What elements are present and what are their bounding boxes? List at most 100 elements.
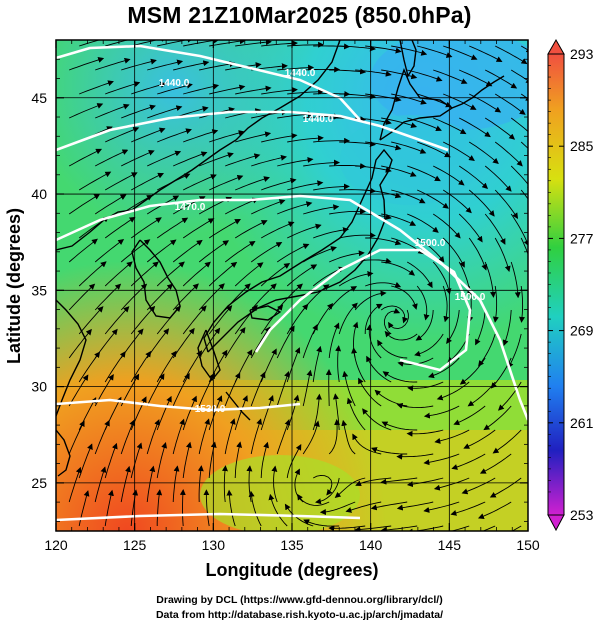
streamline [235,176,270,191]
streamline [225,153,261,167]
streamline [198,418,211,455]
streamline [407,165,441,182]
streamline [477,501,512,519]
contour-label: 1530.0 [195,404,226,415]
streamline [328,286,358,311]
streamline [121,104,156,119]
streamline [312,345,323,383]
streamline [94,283,122,311]
streamline [224,372,241,407]
grid-lines [56,40,528,531]
streamline [381,421,418,431]
streamline [432,165,465,186]
streamline [120,149,155,167]
streamline [520,141,528,154]
streamline [302,324,318,359]
streamline [391,45,428,56]
streamline [341,419,356,455]
streamline [484,117,516,140]
streamline [183,83,220,95]
streamline [234,262,264,287]
streamline [286,444,302,479]
colorbar-tick-label: 293 [570,46,594,62]
streamline [260,263,291,287]
streamline [406,261,433,289]
streamline [276,243,310,263]
streamline [391,141,427,154]
coastline-segment [131,239,181,319]
streamline [271,465,278,503]
streamline [358,377,382,407]
streamline [366,324,382,359]
streamline [105,40,141,47]
streamline [199,152,234,167]
streamline [147,105,183,119]
streamline [172,283,199,311]
coastline-segment [56,429,71,477]
streamline [303,66,341,73]
streamline [287,135,324,143]
streamline [388,309,409,330]
streamline [268,493,288,527]
streamline [208,305,233,335]
streamline [342,370,356,407]
streamline [339,140,376,147]
streamline [313,183,350,191]
streamline [250,418,263,455]
streamline [383,307,401,335]
streamline [173,60,210,71]
streamline [248,490,262,527]
streamline [489,477,522,498]
streamline [146,465,156,503]
streamline [78,306,104,335]
streamline [156,442,167,479]
streamline [423,501,460,513]
streamline [104,172,138,191]
x-tick-label: 135 [280,537,304,553]
streamline [235,40,272,47]
streamline [68,466,82,503]
streamline [510,117,528,137]
streamline [461,477,496,495]
streamline [302,420,320,455]
streamline [313,137,351,144]
streamline [104,216,136,239]
streamline [234,304,258,335]
y-tick-label: 35 [31,282,47,298]
streamline [250,326,271,359]
streamline [198,283,225,311]
streamline [179,489,186,527]
streamline [329,250,365,263]
streamline [131,127,166,143]
streamline [325,369,332,407]
streamline [319,501,356,516]
streamline [95,57,131,71]
streamline [157,128,192,143]
streamline [442,141,475,161]
streamline [303,159,340,167]
streamline [382,371,418,383]
streamline [130,261,159,287]
streamline [172,239,203,263]
streamline [365,141,402,151]
coastline-segment [56,299,87,417]
streamline [484,261,496,298]
streamline [370,501,408,511]
streamline [287,88,325,95]
streamline [442,189,472,214]
streamline [494,93,526,115]
streamline [453,405,486,426]
streamline [365,237,402,246]
streamline [377,339,408,359]
streamline [381,213,417,226]
streamline [172,327,195,359]
streamline [120,419,135,455]
streamline [338,271,374,287]
streamline [78,171,112,191]
streamline [78,261,107,287]
streamline [146,373,165,407]
height-contour [56,194,528,421]
streamline [261,177,297,191]
streamline [494,237,511,273]
